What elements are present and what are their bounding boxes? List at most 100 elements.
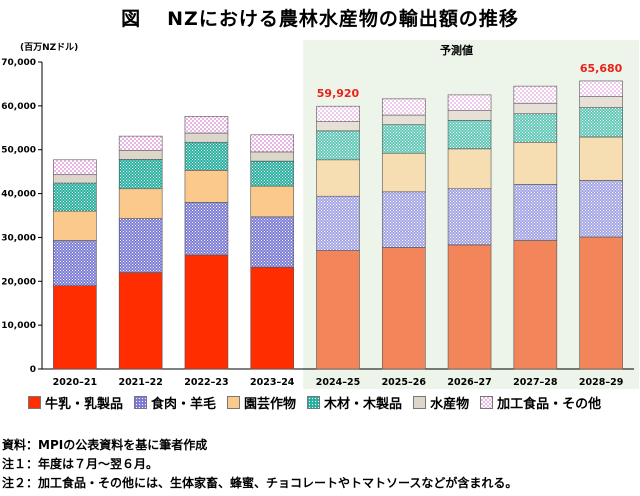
bar-segment	[53, 174, 97, 184]
legend-item: 水産物	[413, 393, 469, 412]
bar-segment	[513, 240, 558, 370]
x-tick-label: 2025–26	[382, 377, 427, 388]
bar-segment	[184, 132, 229, 143]
x-tick-label: 2024–25	[316, 377, 360, 388]
y-tick-label: 0	[30, 365, 36, 375]
legend-label: 木材・木製品	[324, 397, 403, 412]
legend-swatch	[307, 396, 321, 409]
notes: 資料：MPIの公表資料を基に筆者作成 注１：年度は７月～翌６月。 注２：加工食品…	[2, 436, 517, 493]
note-source: 資料：MPIの公表資料を基に筆者作成	[2, 438, 208, 452]
bar-segment	[118, 272, 163, 370]
bar-segment	[184, 116, 229, 134]
x-tick-label: 2020–21	[53, 377, 97, 388]
legend-item: 食肉・羊毛	[134, 393, 216, 412]
x-tick-label: 2028–29	[579, 377, 623, 388]
title-text: NZにおける農林水産物の輸出額の推移	[167, 8, 519, 30]
bar-segment	[53, 210, 97, 241]
bar-segment	[579, 96, 623, 108]
chart-legend: 牛乳・乳製品 食肉・羊毛 園芸作物 木材・木製品 水産物 加工食品・その他	[28, 393, 638, 412]
bar-segment	[316, 130, 360, 161]
total-data-label: 59,920	[317, 87, 360, 100]
bar-segment	[250, 134, 295, 153]
bar-segment	[579, 180, 623, 238]
bar-segment	[381, 191, 426, 248]
x-tick-label: 2023–24	[250, 377, 295, 388]
note-1: 注１：年度は７月～翌６月。	[2, 457, 159, 471]
legend-item: 加工食品・その他	[480, 393, 601, 412]
legend-item: 園芸作物	[227, 393, 296, 412]
bar-segment	[53, 182, 97, 212]
legend-item: 木材・木製品	[307, 393, 402, 412]
legend-label: 加工食品・その他	[497, 397, 602, 412]
bar-segment	[184, 254, 229, 370]
legend-label: 食肉・羊毛	[151, 397, 217, 412]
bar-segment	[316, 121, 360, 132]
bar-segment	[579, 136, 623, 181]
bar-segment	[250, 185, 295, 218]
x-tick-label: 2026–27	[447, 377, 491, 388]
bar-segment	[118, 159, 163, 190]
bar-segment	[579, 236, 623, 370]
bar-segment	[184, 170, 229, 203]
bar-segment	[316, 250, 360, 370]
bar-segment	[316, 105, 360, 122]
bar-segment	[184, 202, 229, 256]
x-tick-label: 2027–28	[513, 377, 558, 388]
x-tick-label: 2021–22	[118, 377, 162, 388]
bar-segment	[513, 113, 558, 143]
bar-segment	[250, 216, 295, 268]
legend-label: 牛乳・乳製品	[45, 397, 124, 412]
y-tick-label: 50,000	[1, 146, 36, 156]
total-data-label: 65,680	[580, 62, 623, 75]
legend-swatch	[28, 396, 41, 409]
bar-segment	[381, 152, 426, 193]
bar-segment	[53, 240, 97, 286]
legend-swatch	[227, 396, 241, 409]
legend-swatch	[480, 396, 494, 409]
legend-swatch	[134, 396, 148, 409]
bar-segment	[250, 160, 295, 187]
bar-segment	[447, 188, 492, 246]
y-tick-label: 10,000	[1, 321, 36, 331]
bar-segment	[381, 247, 426, 370]
bar-segment	[447, 94, 492, 111]
bar-segment	[250, 266, 295, 370]
y-tick-label: 30,000	[1, 233, 36, 243]
bar-segment	[250, 151, 295, 162]
bar-segment	[381, 98, 426, 116]
chart-title: 図 NZにおける農林水産物の輸出額の推移	[0, 4, 640, 31]
bar-segment	[579, 107, 623, 138]
figure-label: 図	[121, 8, 142, 30]
legend-label: 園芸作物	[244, 397, 297, 412]
stacked-bar-chart: 0 10,000 20,000 30,000 40,000 50,000 60,000 70,…	[1, 40, 639, 389]
bar-segment	[118, 135, 163, 151]
bar-segment	[184, 141, 229, 171]
bar-segment	[316, 159, 360, 197]
y-axis-unit-label: (百万NZドル)	[20, 43, 79, 53]
bar-segment	[381, 114, 426, 126]
bar-segment	[513, 184, 558, 241]
bar-segment	[118, 150, 163, 160]
y-tick-label: 20,000	[1, 277, 36, 287]
y-tick-label: 40,000	[1, 190, 36, 200]
bar-segment	[118, 188, 163, 219]
y-tick-label: 60,000	[1, 102, 36, 112]
bar-segment	[447, 110, 492, 121]
legend-swatch	[413, 396, 427, 409]
forecast-label: 予測値	[440, 44, 473, 57]
bar-segment	[53, 159, 97, 176]
bar-segment	[118, 218, 163, 273]
x-tick-label: 2022–23	[184, 377, 228, 388]
bar-segment	[53, 285, 97, 370]
bar-segment	[316, 195, 360, 251]
bar-segment	[381, 124, 426, 154]
y-tick-label: 70,000	[1, 58, 36, 68]
legend-label: 水産物	[430, 397, 470, 412]
bar-segment	[513, 141, 558, 185]
bar-segment	[579, 80, 623, 97]
bar-segment	[447, 148, 492, 190]
bar-segment	[447, 244, 492, 370]
bar-segment	[513, 102, 558, 115]
legend-item: 牛乳・乳製品	[28, 393, 123, 412]
bar-segment	[513, 85, 558, 104]
